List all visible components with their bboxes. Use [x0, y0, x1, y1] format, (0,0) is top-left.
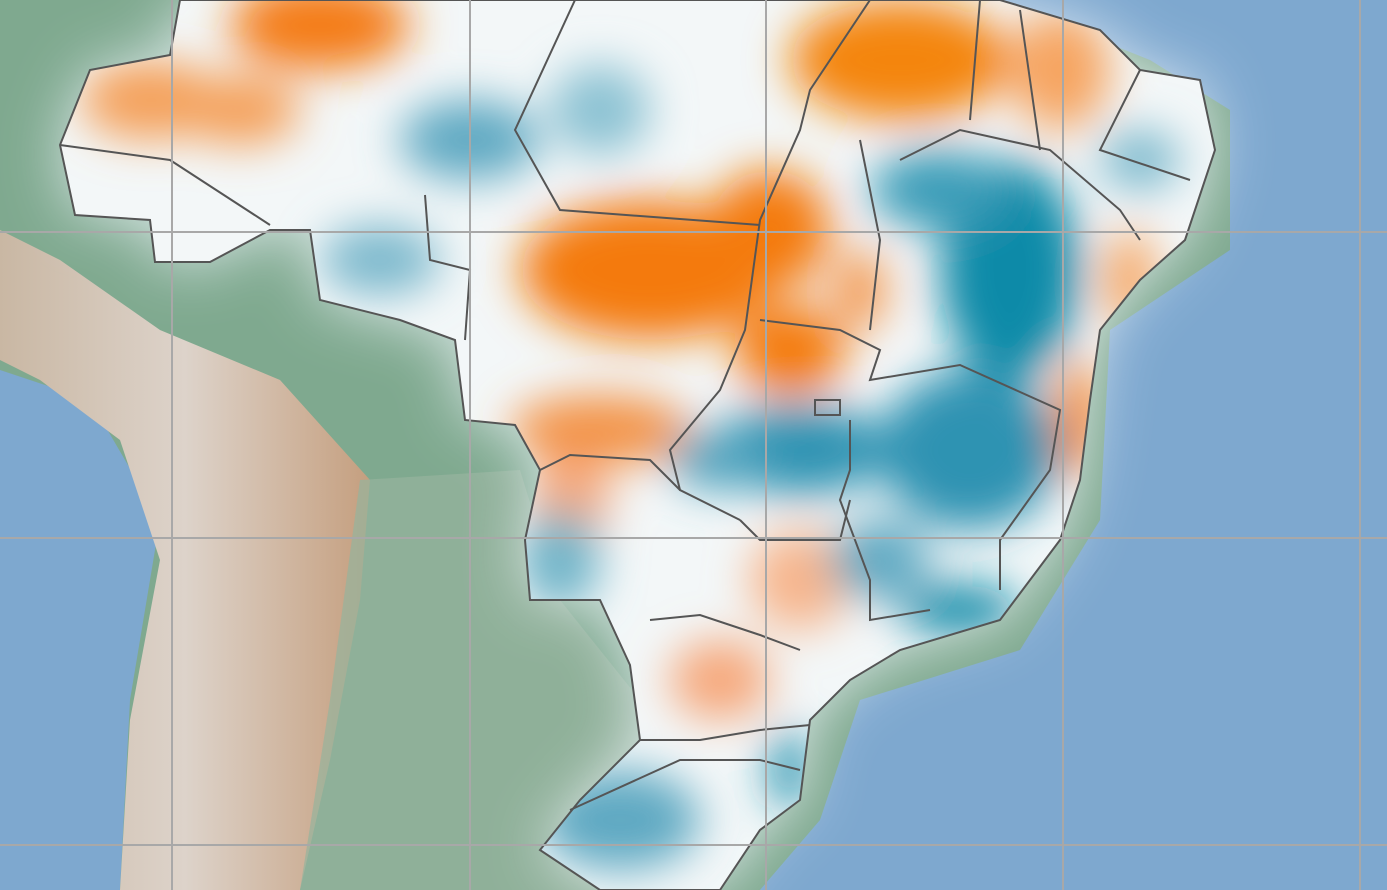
lowland	[300, 470, 650, 890]
andes	[0, 230, 370, 890]
borders	[59, 0, 1216, 890]
